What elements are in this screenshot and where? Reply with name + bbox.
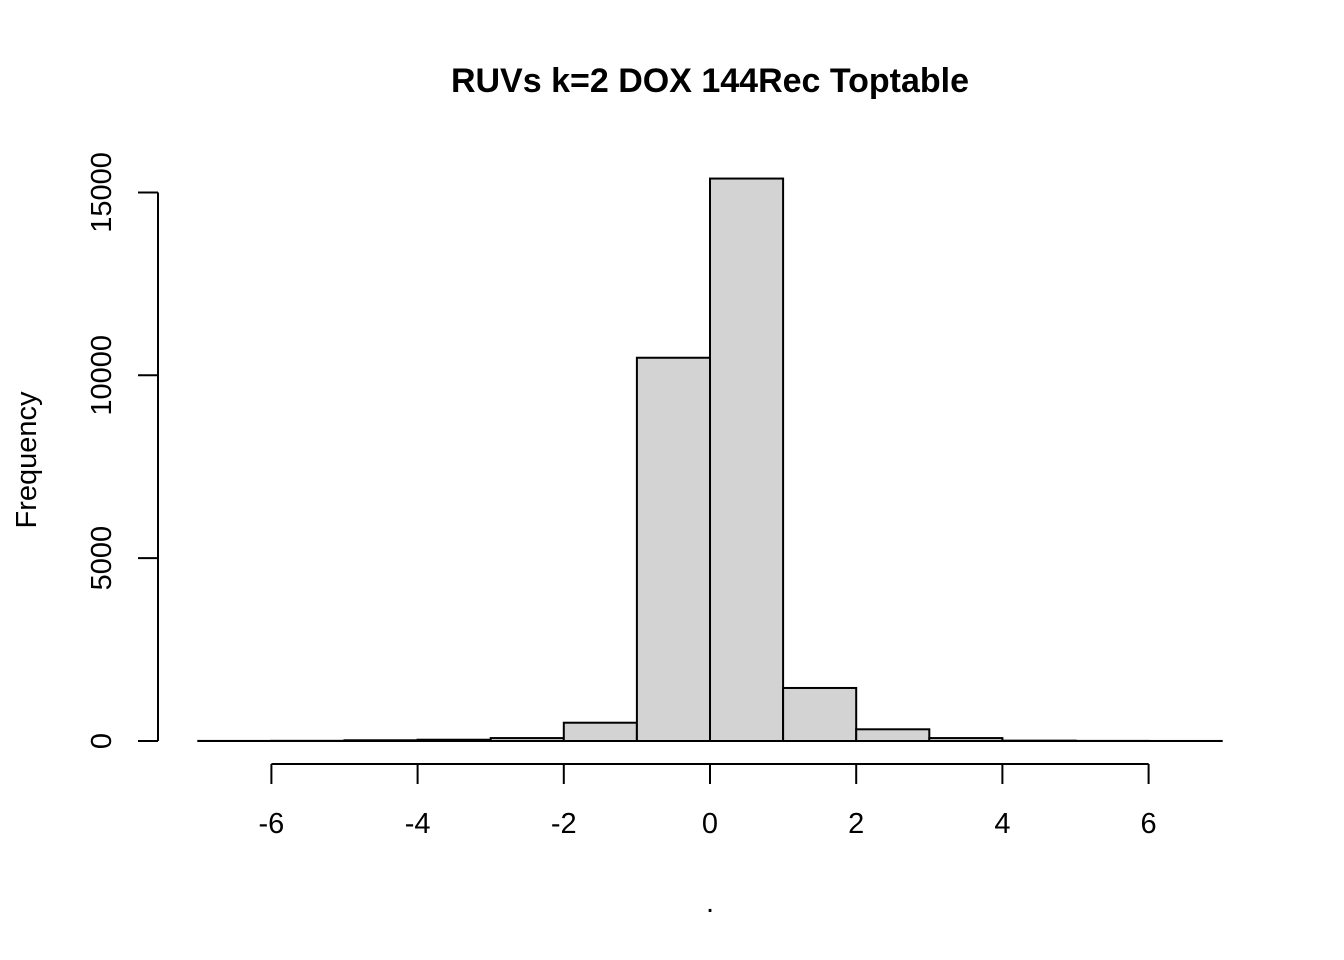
- x-axis: -6 -4 -2 0 2 4 6: [259, 763, 1157, 840]
- x-axis-label: .: [706, 887, 714, 919]
- y-tick-label-2: 10000: [86, 335, 118, 416]
- histogram-bars: [197, 177, 1223, 743]
- y-axis: 0 5000 10000 15000: [86, 152, 159, 749]
- histogram-bar-8: [782, 686, 858, 743]
- x-tick-label-5: 4: [994, 808, 1010, 840]
- y-tick-label-3: 15000: [86, 152, 118, 233]
- y-tick-label-1: 5000: [86, 526, 118, 591]
- histogram-bar-7: [709, 177, 785, 742]
- x-tick-label-4: 2: [848, 808, 864, 840]
- histogram-bar-9: [855, 728, 931, 743]
- x-tick-label-0: -6: [259, 808, 285, 840]
- histogram-bar-6: [635, 356, 712, 742]
- histogram-bar-5: [562, 721, 638, 743]
- x-tick-label-1: -4: [405, 808, 431, 840]
- x-tick-label-3: 0: [702, 808, 718, 840]
- x-tick-label-6: 6: [1141, 808, 1157, 840]
- y-axis-label: Frequency: [11, 391, 43, 529]
- x-tick-label-2: -2: [551, 808, 577, 840]
- y-tick-label-0: 0: [86, 733, 118, 749]
- chart-title: RUVs k=2 DOX 144Rec Toptable: [451, 62, 969, 100]
